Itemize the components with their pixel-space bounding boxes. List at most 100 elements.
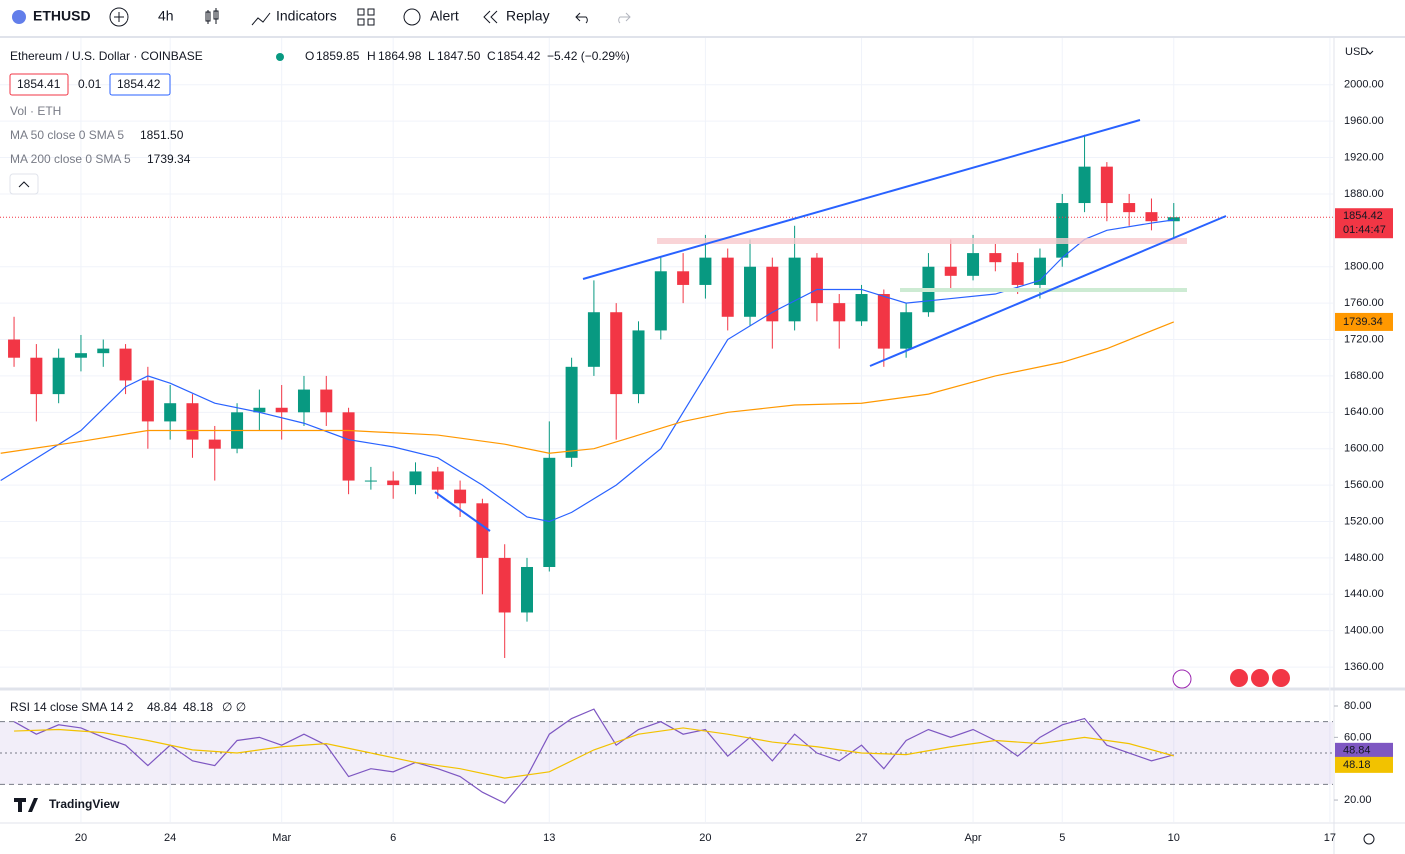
candle-body <box>253 407 266 413</box>
candle-body <box>208 439 221 449</box>
y-tick-label: 1640.00 <box>1344 406 1384 418</box>
candle-body <box>297 389 310 413</box>
replay-icon <box>483 10 498 24</box>
candle-body <box>97 348 110 354</box>
ohlc-value: 1847.50 <box>437 49 481 63</box>
ohlc-label: L <box>428 49 435 63</box>
currency[interactable]: USD <box>1345 46 1368 58</box>
event-icon <box>1172 669 1192 689</box>
y-tick-label: 1520.00 <box>1344 515 1384 527</box>
volume-label: Vol · ETH <box>10 104 61 118</box>
candle-body <box>387 480 400 486</box>
candle-body <box>1167 217 1180 222</box>
y-tick-label: 1480.00 <box>1344 552 1384 564</box>
legend-value: 48.18 <box>183 700 213 714</box>
y-tick-label: 1680.00 <box>1344 370 1384 382</box>
candle-body <box>30 357 43 395</box>
candle-body <box>431 471 444 490</box>
replay-button[interactable]: Replay <box>506 8 550 24</box>
candle-body <box>320 389 333 413</box>
redo-button[interactable] <box>618 12 631 24</box>
value-tag-label: 48.84 <box>1343 745 1371 757</box>
candle-body <box>409 471 422 486</box>
candle-body <box>565 366 578 458</box>
ask-box[interactable] <box>109 73 171 96</box>
y-tick-label: 1920.00 <box>1344 151 1384 163</box>
symbol[interactable]: ETHUSD <box>33 8 91 24</box>
candle-body <box>833 303 846 322</box>
legend-entry: MA 200 close 0 SMA 5 <box>10 152 131 166</box>
candle-body <box>74 353 87 358</box>
y-tick-label: 1960.00 <box>1344 115 1384 127</box>
candle-body <box>141 380 154 422</box>
x-tick-label: 17 <box>1324 832 1336 844</box>
candle-body <box>275 407 288 413</box>
indicators-button[interactable]: Indicators <box>276 8 337 24</box>
rsi-title: RSI 14 close SMA 14 2 <box>10 700 134 714</box>
interval[interactable]: 4h <box>158 8 174 24</box>
trend-line <box>434 491 491 532</box>
candle-body <box>744 266 757 317</box>
candle-body <box>944 266 957 276</box>
chart-title: Ethereum / U.S. Dollar · COINBASE <box>10 49 203 63</box>
chevron <box>18 181 30 188</box>
price-tag-label: 1739.34 <box>1343 316 1383 328</box>
legend-value: 48.84 <box>147 700 177 714</box>
x-tick-label: 13 <box>543 832 555 844</box>
candle-body <box>1123 203 1136 213</box>
candle-body <box>632 330 645 395</box>
ohlc-label: C <box>487 49 496 63</box>
candle-body <box>610 312 623 395</box>
y-tick-label: 1760.00 <box>1344 297 1384 309</box>
candle-body <box>1100 166 1113 204</box>
brand: TradingView <box>49 797 120 811</box>
y-tick-label: 1880.00 <box>1344 188 1384 200</box>
x-tick-label: 10 <box>1168 832 1180 844</box>
ohlc-label: O <box>305 49 314 63</box>
price-tag-label: 1854.42 <box>1343 210 1383 222</box>
candle-body <box>766 266 779 322</box>
collapse-legend[interactable] <box>9 173 39 195</box>
alert-button[interactable]: Alert <box>430 8 459 24</box>
y-tick-label: 1400.00 <box>1344 625 1384 637</box>
ohlc-value: 1864.98 <box>378 49 422 63</box>
candle-body <box>654 271 667 331</box>
compare-button[interactable] <box>109 7 129 27</box>
event-flag <box>1230 669 1248 687</box>
y-tick-label: 80.00 <box>1344 700 1372 712</box>
toolbar <box>0 0 1405 36</box>
candle-body <box>721 257 734 317</box>
y-tick-label: 1800.00 <box>1344 261 1384 273</box>
chevron <box>1366 50 1374 55</box>
chart-type-button[interactable] <box>205 8 219 24</box>
templates-button[interactable] <box>357 8 375 26</box>
candle-body <box>1011 262 1024 285</box>
legend-value: 1739.34 <box>147 152 191 166</box>
x-tick-label: 27 <box>855 832 867 844</box>
settings-button[interactable] <box>1363 833 1375 845</box>
y-tick-label: 1600.00 <box>1344 443 1384 455</box>
x-tick-label: 24 <box>164 832 176 844</box>
legend-entry: MA 50 close 0 SMA 5 <box>10 128 124 142</box>
y-tick-label: 1720.00 <box>1344 333 1384 345</box>
candle-body <box>1145 212 1158 222</box>
candle-body <box>119 348 132 381</box>
candle-body <box>52 357 65 395</box>
value-tag-label: 48.18 <box>1343 759 1371 771</box>
support-zone <box>900 288 1187 292</box>
x-tick-label: 6 <box>390 832 396 844</box>
ohlc-label: H <box>367 49 376 63</box>
candle-body <box>677 271 690 285</box>
bid-box[interactable] <box>9 73 69 96</box>
alert-icon <box>403 8 421 26</box>
resistance-zone <box>657 238 1187 244</box>
undo-button[interactable] <box>575 12 588 24</box>
y-tick-label: 1560.00 <box>1344 479 1384 491</box>
event-flag <box>1251 669 1269 687</box>
event-flag <box>1272 669 1290 687</box>
candle-body <box>788 257 801 322</box>
rsi-line <box>13 708 1174 804</box>
market-status <box>276 53 284 61</box>
y-tick-label: 1360.00 <box>1344 661 1384 673</box>
